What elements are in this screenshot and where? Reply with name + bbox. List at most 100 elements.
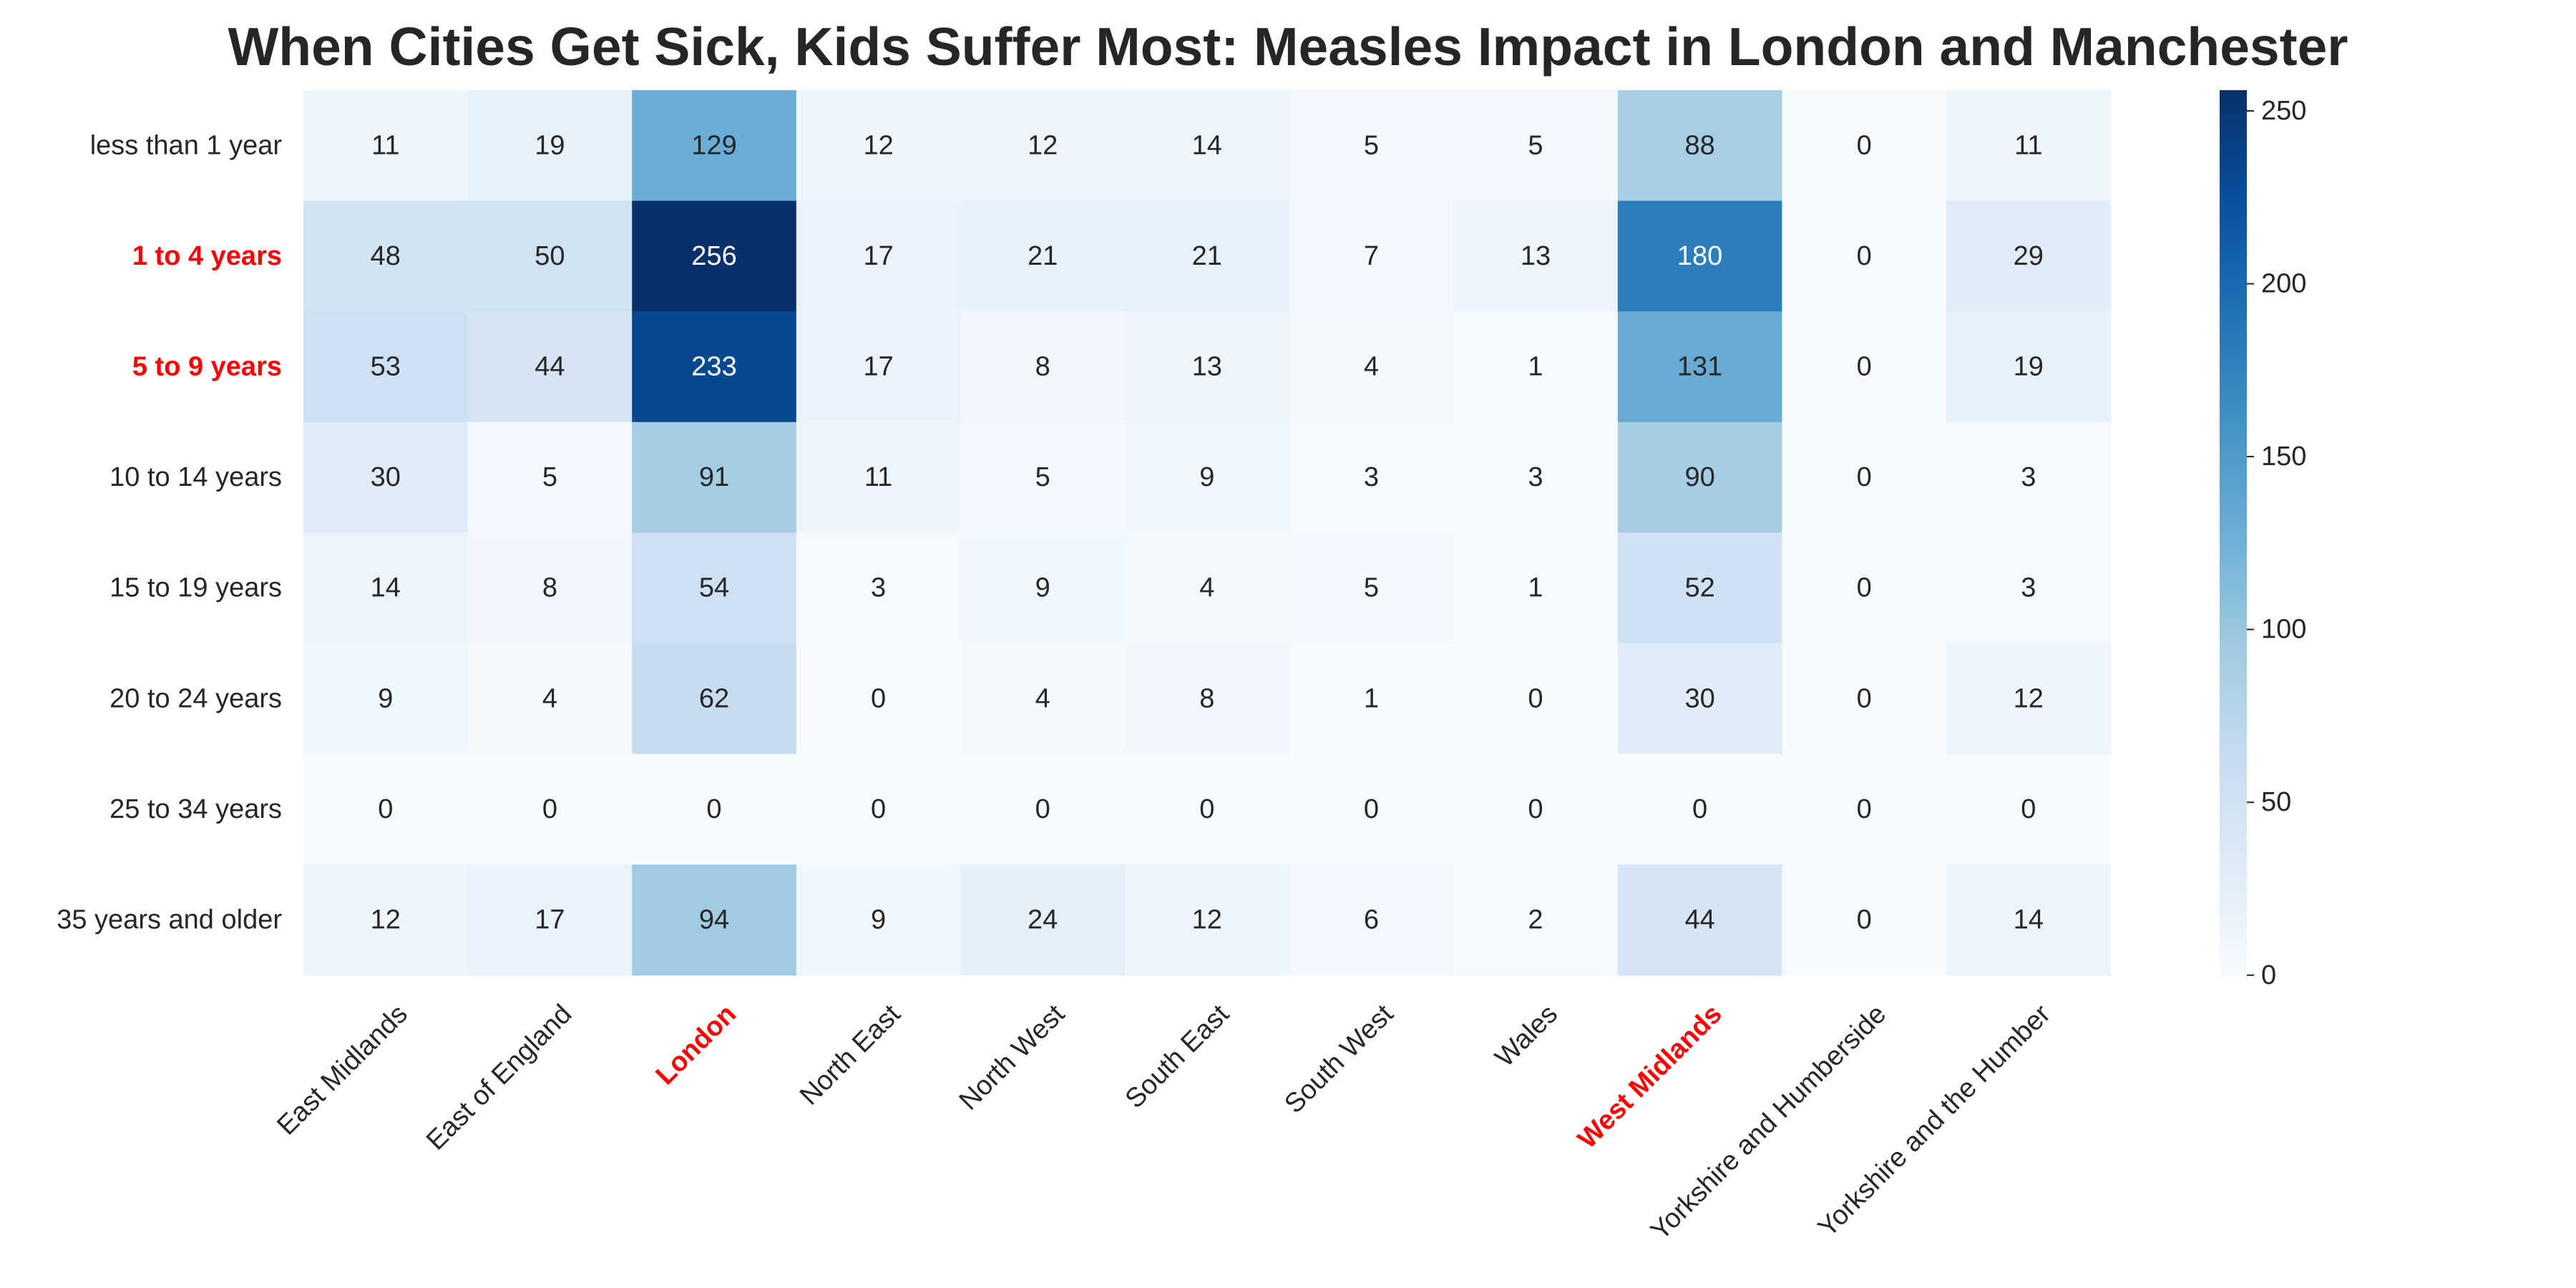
heatmap-cell: [632, 421, 797, 533]
heatmap-cell: [1946, 753, 2112, 865]
cell-value-label: 12: [1192, 905, 1222, 935]
heatmap-cell: [1289, 864, 1454, 976]
cell-value-label: 5: [1364, 573, 1379, 603]
heatmap-cell: [796, 90, 961, 202]
cell-value-label: 256: [691, 241, 736, 271]
cell-value-label: 9: [378, 683, 393, 713]
cell-value-label: 0: [706, 794, 721, 824]
cell-value-label: 129: [691, 130, 736, 160]
heatmap-cell: [1946, 532, 2112, 644]
cell-value-label: 21: [1028, 241, 1058, 271]
heatmap-cell: [1946, 643, 2112, 755]
heatmap-cell: [1453, 643, 1619, 755]
cell-value-label: 9: [1035, 573, 1050, 603]
heatmap-cell: [1946, 311, 2112, 423]
heatmap-cell: [796, 421, 961, 533]
row-label: 1 to 4 years: [132, 241, 282, 271]
heatmap-cell: [1453, 532, 1619, 644]
heatmap-cell: [1453, 421, 1619, 533]
cell-value-label: 5: [542, 462, 557, 492]
cell-value-label: 0: [1857, 573, 1872, 603]
heatmap-cell: [796, 753, 961, 865]
cell-value-label: 44: [535, 352, 565, 382]
heatmap-cell: [796, 311, 961, 423]
heatmap-cell: [1289, 643, 1454, 755]
heatmap-cell: [632, 200, 797, 312]
heatmap-cell: [1289, 311, 1454, 423]
heatmap-cell: [796, 864, 961, 976]
cell-value-label: 0: [1528, 683, 1543, 713]
colorbar-tick-label: 100: [2261, 615, 2306, 645]
cell-value-label: 4: [1364, 352, 1379, 382]
cell-value-label: 13: [1192, 352, 1222, 382]
heatmap-cell: [1453, 200, 1619, 312]
row-label: 25 to 34 years: [109, 794, 282, 824]
heatmap-cell: [1946, 90, 2112, 202]
heatmap-cell: [1782, 200, 1947, 312]
cell-value-label: 17: [535, 905, 565, 935]
column-label: South East: [1120, 999, 1235, 1114]
heatmap-cell: [632, 311, 797, 423]
heatmap-cell: [1617, 532, 1782, 644]
column-label: East Midlands: [271, 999, 413, 1141]
cell-value-label: 4: [1035, 683, 1050, 713]
cell-value-label: 3: [2021, 573, 2036, 603]
cell-value-label: 8: [1035, 352, 1050, 382]
heatmap-cell: [1453, 864, 1619, 976]
row-label: 35 years and older: [57, 905, 282, 935]
column-label: West Midlands: [1572, 999, 1727, 1154]
heatmap-cell: [632, 753, 797, 865]
cell-value-label: 0: [871, 683, 886, 713]
cell-value-label: 11: [2014, 130, 2042, 160]
heatmap-cell: [1125, 311, 1290, 423]
heatmap-cell: [1289, 421, 1454, 533]
cell-value-label: 5: [1035, 462, 1050, 492]
cell-value-label: 11: [371, 130, 399, 160]
cell-value-label: 90: [1684, 462, 1714, 492]
heatmap-cell: [1617, 643, 1782, 755]
cell-value-label: 3: [2021, 462, 2036, 492]
heatmap-cell: [1289, 200, 1454, 312]
heatmap-cell: [1289, 532, 1454, 644]
cell-value-label: 19: [535, 130, 565, 160]
heatmap-cell: [467, 90, 633, 202]
cell-value-label: 0: [378, 794, 393, 824]
cell-value-label: 8: [1199, 683, 1214, 713]
cell-value-label: 29: [2014, 241, 2044, 271]
heatmap-cell: [1782, 421, 1947, 533]
cell-value-label: 1: [1528, 352, 1543, 382]
cell-value-label: 24: [1028, 905, 1058, 935]
heatmap-cell: [1782, 864, 1947, 976]
cell-value-label: 0: [1857, 352, 1872, 382]
column-label: North West: [954, 999, 1071, 1116]
heatmap-cell: [1453, 753, 1619, 865]
heatmap-cell: [467, 864, 633, 976]
heatmap-cell: [1617, 421, 1782, 533]
cell-value-label: 3: [871, 573, 886, 603]
cell-value-label: 131: [1677, 352, 1722, 382]
heatmap-cell: [1125, 864, 1290, 976]
heatmap-cell: [1289, 753, 1454, 865]
column-label: South West: [1279, 999, 1399, 1119]
row-label: 15 to 19 years: [109, 573, 282, 603]
cell-value-label: 52: [1684, 573, 1714, 603]
cell-value-label: 9: [871, 905, 886, 935]
heatmap-cell: [303, 643, 469, 755]
heatmap-cell: [796, 532, 961, 644]
row-label: 20 to 24 years: [109, 683, 282, 713]
cell-value-label: 0: [1364, 794, 1379, 824]
cell-value-label: 30: [1684, 683, 1714, 713]
heatmap-cell: [960, 421, 1126, 533]
cell-value-label: 180: [1677, 241, 1722, 271]
heatmap-cell: [1125, 90, 1290, 202]
cell-value-label: 14: [2014, 905, 2044, 935]
heatmap-cell: [632, 643, 797, 755]
cell-value-label: 0: [1857, 905, 1872, 935]
cell-value-label: 12: [371, 905, 401, 935]
cell-value-label: 0: [542, 794, 557, 824]
heatmap-cell: [303, 532, 469, 644]
heatmap-cell: [303, 421, 469, 533]
cell-value-label: 0: [1199, 794, 1214, 824]
heatmap-cell: [796, 200, 961, 312]
